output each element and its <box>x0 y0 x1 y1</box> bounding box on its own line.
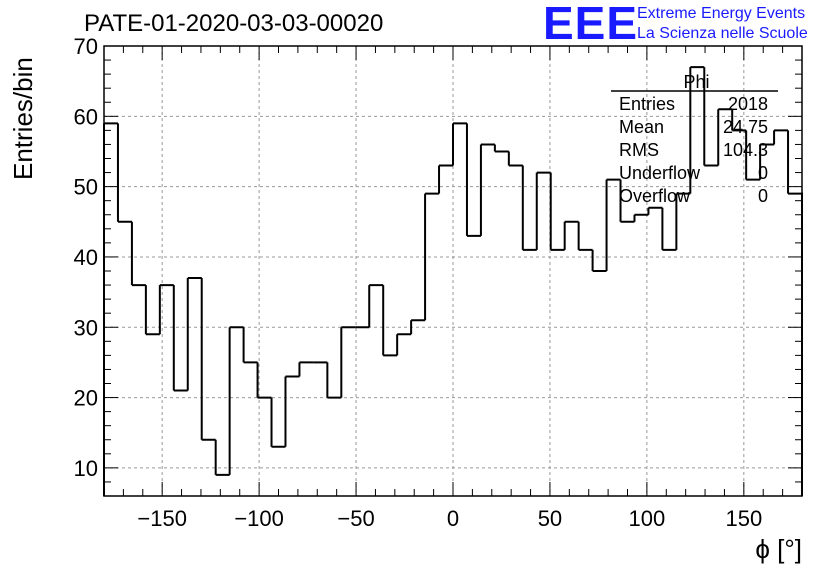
histogram-bin <box>759 143 775 180</box>
stats-row-label: Entries <box>619 94 675 114</box>
histogram-bin <box>326 362 342 399</box>
histogram-bin <box>661 207 677 251</box>
histogram-bin <box>214 439 230 476</box>
histogram-bin <box>186 277 202 391</box>
x-tick-label: −100 <box>234 506 284 531</box>
histogram-bin <box>549 172 565 251</box>
histogram-bin <box>438 164 453 194</box>
histogram-bin <box>591 249 607 272</box>
histogram-bin <box>703 67 719 167</box>
histogram-bin <box>773 129 789 145</box>
histogram-bin <box>172 285 188 392</box>
histogram-bin <box>396 333 412 356</box>
histogram-bin <box>731 109 747 132</box>
x-tick-label: 100 <box>629 506 666 531</box>
logo-caption: Extreme Energy Events La Scienza nelle S… <box>637 4 808 44</box>
histogram-bin <box>452 122 467 166</box>
x-axis-ticks: −150 −100 −50 0 50 100 150 <box>103 46 803 531</box>
histogram-bin <box>605 178 621 271</box>
x-tick-label: 0 <box>447 506 459 531</box>
grid-lines <box>104 45 802 496</box>
stats-box-name: Phi <box>683 72 709 92</box>
histogram-bin <box>577 221 593 251</box>
histogram-bin <box>270 397 286 448</box>
histogram-bin <box>228 326 244 475</box>
stats-box: Phi Entries 2018 Mean 24.75 RMS 104.3 Underflow… <box>611 72 778 206</box>
stats-row-label: Overflow <box>619 186 691 206</box>
y-tick-label: 10 <box>74 456 98 481</box>
histogram-bin <box>158 284 174 335</box>
x-axis-label: ϕ [°] <box>755 534 802 564</box>
histogram-bin <box>493 144 509 153</box>
histogram-bin <box>619 179 635 223</box>
histogram-bin <box>424 192 440 321</box>
x-tick-label: 50 <box>538 506 562 531</box>
histogram-bin <box>340 326 356 398</box>
y-tick-label: 30 <box>74 315 98 340</box>
logo-caption-line-2: La Scienza nelle Scuole <box>637 25 808 42</box>
y-axis-label: Entries/bin <box>8 57 38 180</box>
histogram-bin <box>479 143 495 236</box>
histogram-bin <box>465 123 481 237</box>
y-tick-label: 40 <box>74 245 98 270</box>
chart-title: PATE-01-2020-03-03-00020 <box>84 10 384 37</box>
histogram-bin <box>521 165 537 251</box>
histogram-bin <box>689 66 705 194</box>
histogram-bin <box>535 171 551 250</box>
histogram-bin <box>130 221 146 287</box>
histogram-bin <box>410 319 426 335</box>
stats-row-value: 24.75 <box>723 117 768 137</box>
histogram-bin <box>298 361 314 377</box>
histogram-bin <box>633 213 649 222</box>
y-tick-label: 50 <box>74 175 98 200</box>
stats-row-value: 0 <box>758 186 768 206</box>
histogram-bin <box>647 206 663 215</box>
histogram-bin <box>256 362 272 399</box>
histogram-bin <box>717 108 733 166</box>
histogram-bin <box>368 284 384 328</box>
histogram-bin <box>675 192 691 250</box>
histogram-bin <box>200 278 216 441</box>
stats-row-label: Mean <box>619 117 664 137</box>
stats-row-label: RMS <box>619 140 659 160</box>
x-tick-label: −50 <box>337 506 374 531</box>
histogram-bin <box>745 130 761 181</box>
logo-caption-line-1: Extreme Energy Events <box>637 5 806 22</box>
histogram-bin <box>382 285 398 357</box>
y-tick-label: 70 <box>74 34 98 59</box>
y-axis-ticks: 10 20 30 40 50 60 70 <box>74 34 802 497</box>
x-tick-label: −150 <box>137 506 187 531</box>
y-tick-label: 20 <box>74 386 98 411</box>
stats-row-label: Underflow <box>619 163 701 183</box>
histogram-bin <box>116 123 132 223</box>
stats-row-value: 104.3 <box>723 140 768 160</box>
x-tick-label: 150 <box>725 506 762 531</box>
eee-logo: EEE <box>543 0 639 49</box>
y-tick-label: 60 <box>74 104 98 129</box>
stats-row-value: 0 <box>758 163 768 183</box>
histogram-bin <box>144 285 160 336</box>
histogram-bin <box>284 375 300 447</box>
histogram-bin <box>563 220 579 250</box>
histogram-bin <box>507 151 523 167</box>
stats-row-value: 2018 <box>728 94 768 114</box>
histogram-bin <box>242 327 258 364</box>
